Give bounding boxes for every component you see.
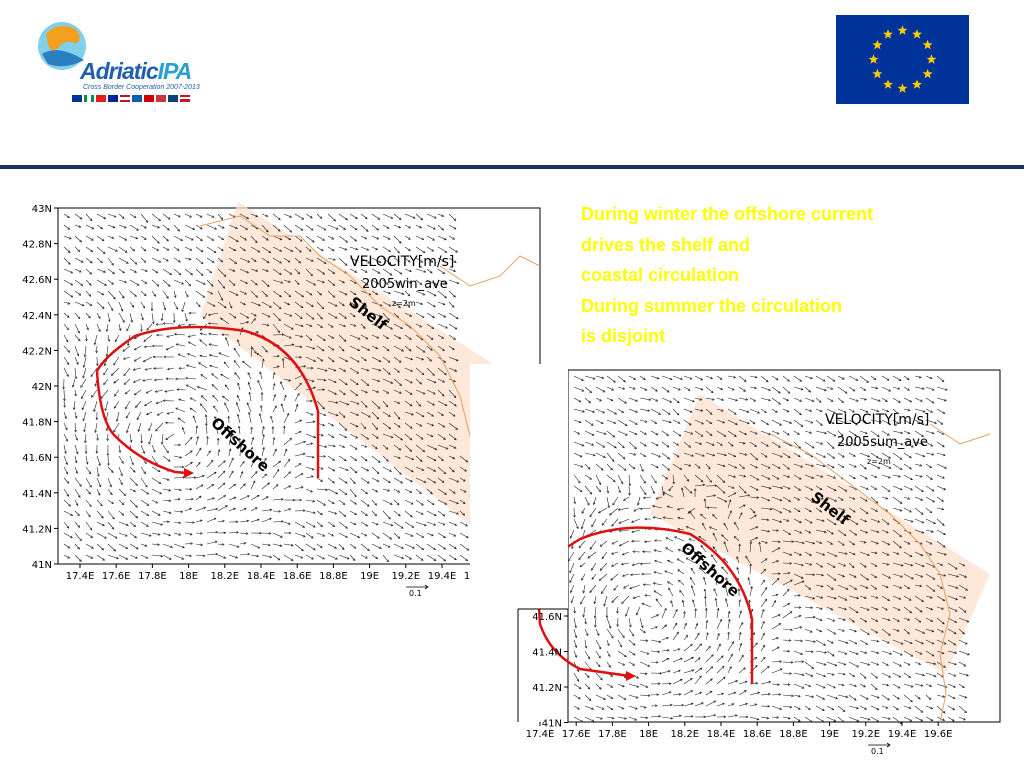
logo-subtitle: Cross Border Cooperation 2007-2013 (83, 84, 200, 91)
period-label: 2005win_ave (362, 277, 448, 292)
logo-emblem-icon (38, 22, 86, 70)
eu-star (872, 68, 883, 79)
x-tick-label: 17.6E (102, 571, 131, 582)
x-tick-label: 18.2E (211, 571, 240, 582)
depth-label: z=2m (392, 299, 416, 308)
x-tick-label: 17.8E (138, 571, 167, 582)
x-tick-label: 19E (360, 571, 379, 582)
y-tick-label: 41.4N (532, 648, 562, 659)
y-tick-label: 41N (32, 560, 52, 571)
x-tick-label: 18.8E (319, 571, 348, 582)
note-line: coastal circulation (581, 265, 740, 285)
gyre-arrowhead-icon (626, 671, 636, 681)
eu-star (868, 54, 879, 64)
coastline (769, 423, 991, 723)
eu-star (922, 68, 933, 79)
y-tick-label: 42.6N (22, 275, 52, 286)
summer-velocity-map: VELOCITY[m/s] 2005sum_ave z=2m Shelf Offshor… (470, 364, 1024, 768)
depth-label: z=2m (867, 457, 891, 466)
scale-reference-label: 0.1 (409, 589, 422, 598)
logo-name: Adriatic (80, 58, 159, 84)
note-line: drives the shelf and (581, 234, 751, 255)
header-divider (0, 165, 1024, 169)
y-tick-label: 41N (542, 719, 562, 730)
x-tick-label: 17.4E (66, 571, 95, 582)
y-tick-label: 41.6N (22, 453, 52, 464)
x-tick-label: 17.4E (526, 729, 555, 740)
eu-star (912, 79, 922, 89)
logo-wordmark: AdriaticIPA (80, 58, 193, 85)
y-tick-label: 41.6N (532, 612, 562, 623)
eu-star (897, 83, 908, 93)
eu-star (883, 79, 893, 89)
offshore-gyre-arrow (95, 325, 320, 478)
x-tick-label: 19.2E (852, 729, 881, 740)
y-tick-label: 43N (32, 204, 52, 215)
adriatic-ipa-logo: AdriaticIPA Cross Border Cooperation 200… (36, 14, 201, 109)
x-tick-label: 18.8E (779, 729, 808, 740)
eu-star (897, 25, 908, 35)
eu-star (922, 39, 933, 50)
y-tick-label: 42N (32, 382, 52, 393)
eu-stars-icon (868, 25, 937, 93)
winter-velocity-map: VELOCITY[m/s] 2005win_ave z=2m Shelf Offshor… (0, 196, 546, 608)
slide-note: During winter the offshore current drive… (581, 199, 981, 352)
y-tick-label: 42.2N (22, 346, 52, 357)
eu-flag (836, 15, 969, 104)
note-line: During summer the circulation (581, 295, 843, 316)
map-background (470, 364, 568, 609)
period-label: 2005sum_ave (837, 435, 928, 450)
x-tick-label: 19.4E (428, 571, 457, 582)
gyre-arrowhead-icon (184, 468, 194, 478)
y-tick-label: 42.8N (22, 240, 52, 251)
y-tick-label: 41.2N (22, 524, 52, 535)
x-tick-label: 19.6E (924, 729, 953, 740)
eu-star (872, 39, 883, 50)
shelf-zone (650, 394, 990, 674)
x-tick-label: 18.2E (671, 729, 700, 740)
x-tick-label: 18.4E (247, 571, 276, 582)
x-tick-label: 18.6E (743, 729, 772, 740)
note-line: is disjoint (581, 326, 666, 346)
shelf-zone (200, 202, 528, 540)
y-tick-label: 41.2N (532, 683, 562, 694)
offshore-gyre-arrow (535, 526, 754, 684)
eu-star (883, 29, 893, 39)
x-tick-label: 19.4E (888, 729, 917, 740)
x-tick-label: 17.6E (562, 729, 591, 740)
logo-flags-strip (72, 95, 190, 102)
x-tick-label: 18.4E (707, 729, 736, 740)
x-tick-label: 19.2E (392, 571, 421, 582)
logo-name-accent: IPA (157, 58, 193, 84)
eu-star (926, 54, 937, 64)
velocity-vectors (62, 213, 481, 563)
x-tick-label: 18E (179, 571, 198, 582)
x-tick-label: 17.8E (598, 729, 627, 740)
velocity-title: VELOCITY[m/s] (350, 254, 454, 270)
velocity-title: VELOCITY[m/s] (825, 412, 929, 428)
y-tick-label: 41.8N (22, 418, 52, 429)
note-line: During winter the offshore current (581, 204, 874, 224)
x-tick-label: 18E (639, 729, 658, 740)
y-tick-label: 42.4N (22, 311, 52, 322)
x-tick-label: 19E (820, 729, 839, 740)
scale-reference-label: 0.1 (871, 747, 884, 756)
x-tick-label: 18.6E (283, 571, 312, 582)
y-tick-label: 41.4N (22, 489, 52, 500)
eu-star (912, 29, 922, 39)
